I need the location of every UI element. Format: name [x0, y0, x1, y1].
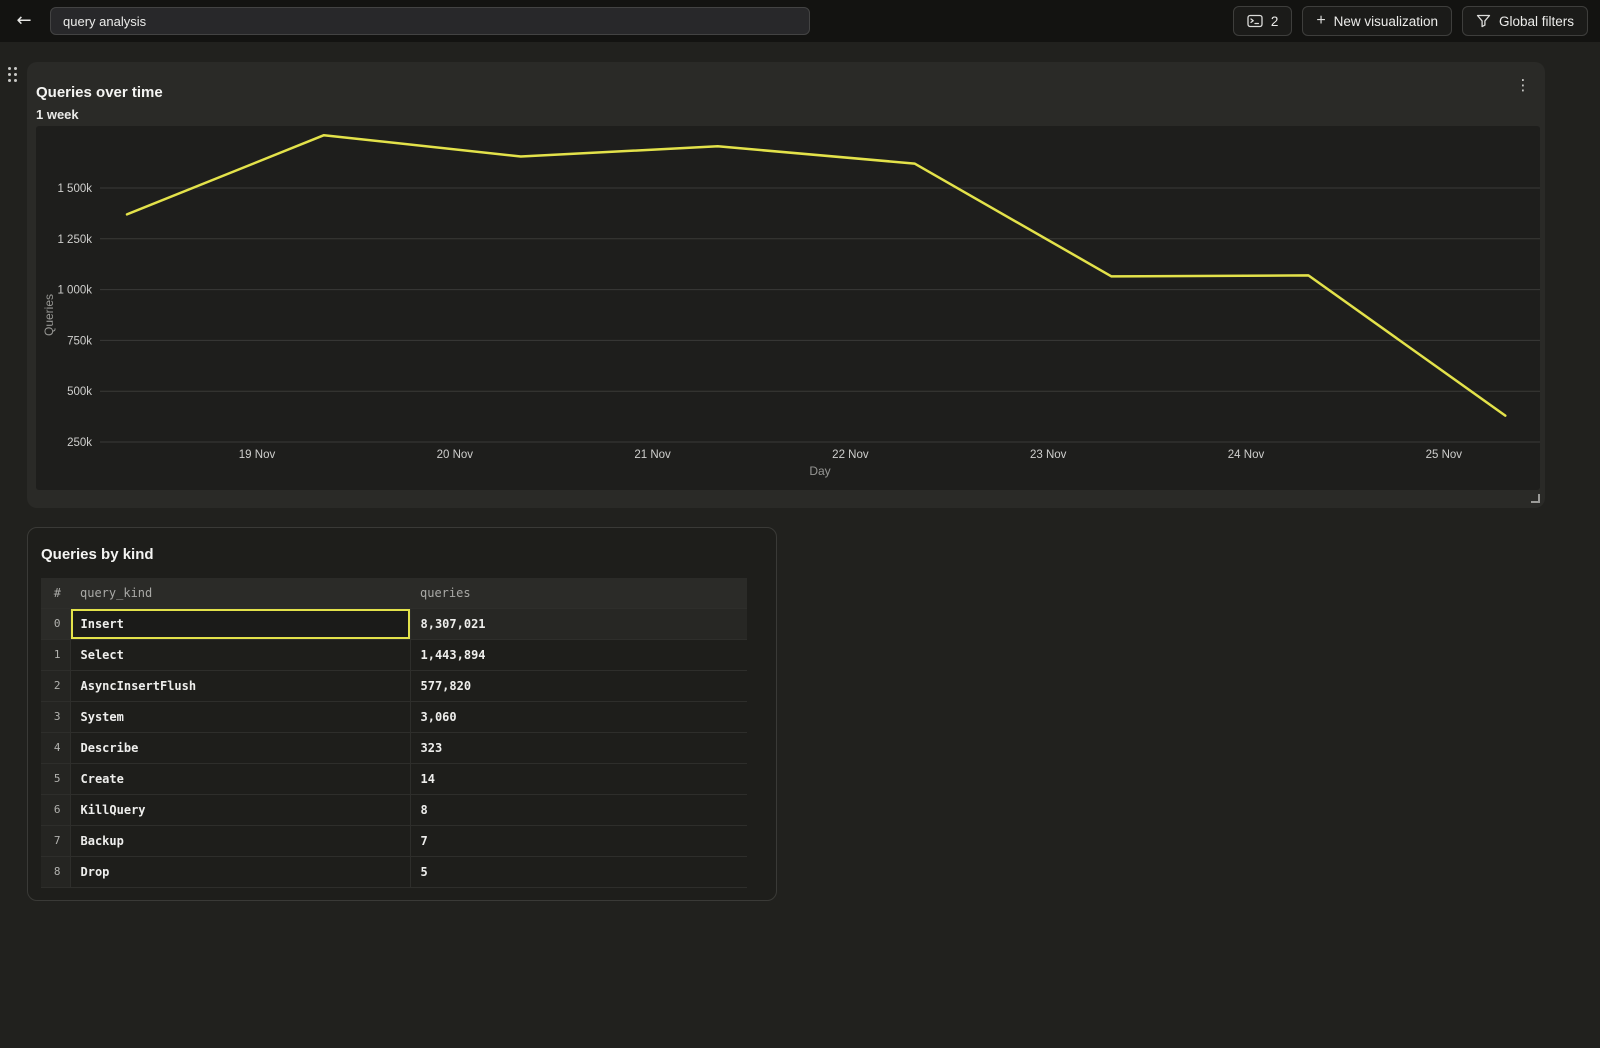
global-filters-button[interactable]: Global filters — [1461, 6, 1588, 36]
cell-kind[interactable]: Create — [69, 763, 410, 795]
x-axis-tick-label: 23 Nov — [1030, 449, 1067, 461]
cell-index[interactable]: 3 — [41, 701, 70, 733]
cell-index[interactable]: 2 — [41, 670, 70, 702]
y-axis-tick-label: 1 500k — [57, 183, 92, 195]
cell-kind[interactable]: Drop — [69, 856, 410, 888]
table-header-row: # query_kind queries — [41, 578, 747, 609]
back-button[interactable]: ← — [12, 9, 36, 33]
dashboard-canvas: Queries over time 1 week ⋮ 1 500k 1 250k 1… — [0, 42, 1600, 1048]
table-row: 1 Select 1,443,894 — [41, 639, 747, 671]
y-axis-tick-label: 750k — [67, 335, 92, 347]
queries-over-time-panel: Queries over time 1 week ⋮ 1 500k 1 250k 1… — [27, 62, 1545, 508]
cell-kind[interactable]: System — [69, 701, 410, 733]
y-axis-tick-label: 1 250k — [57, 234, 92, 246]
funnel-icon — [1476, 14, 1491, 28]
x-axis-tick-label: 20 Nov — [437, 449, 474, 461]
cell-index[interactable]: 1 — [41, 639, 70, 671]
cell-kind[interactable]: Select — [69, 639, 410, 671]
cell-queries[interactable]: 14 — [409, 763, 747, 795]
table-row: 5 Create 14 — [41, 763, 747, 795]
cell-queries[interactable]: 5 — [409, 856, 747, 888]
chart-panel-title: Queries over time — [36, 84, 163, 101]
cell-index[interactable]: 5 — [41, 763, 70, 795]
column-header-queries[interactable]: queries — [410, 578, 747, 609]
global-filters-label: Global filters — [1498, 13, 1574, 29]
x-axis-tick-label: 19 Nov — [239, 449, 276, 461]
column-header-query-kind[interactable]: query_kind — [70, 578, 410, 609]
y-axis-tick-label: 500k — [67, 386, 92, 398]
x-axis-tick-label: 21 Nov — [634, 449, 671, 461]
cell-queries[interactable]: 577,820 — [409, 670, 747, 702]
column-header-index[interactable]: # — [41, 578, 70, 609]
topbar: ← 2 + New visualization Global filter — [0, 0, 1600, 42]
table-row: 6 KillQuery 8 — [41, 794, 747, 826]
console-tab-icon — [1247, 14, 1263, 28]
cell-kind[interactable]: Backup — [69, 825, 410, 857]
x-axis-tick-label: 22 Nov — [832, 449, 869, 461]
y-axis-tick-label: 1 000k — [57, 285, 92, 297]
queries-line-chart: 1 500k 1 250k 1 000k 750k 500k 250k 19 Nov 20 N… — [42, 133, 1540, 478]
table-panel-title: Queries by kind — [41, 546, 154, 563]
cell-index[interactable]: 0 — [41, 608, 70, 640]
chart-panel-subtitle: 1 week — [36, 107, 79, 122]
cell-index[interactable]: 4 — [41, 732, 70, 764]
cell-queries[interactable]: 1,443,894 — [409, 639, 747, 671]
x-axis-title: Day — [809, 464, 830, 478]
cell-kind[interactable]: AsyncInsertFlush — [69, 670, 410, 702]
cell-index[interactable]: 7 — [41, 825, 70, 857]
line-chart-plot-area[interactable]: 1 500k 1 250k 1 000k 750k 500k 250k 19 Nov 20 N… — [36, 126, 1540, 490]
table-row: 8 Drop 5 — [41, 856, 747, 888]
new-visualization-label: New visualization — [1333, 13, 1438, 29]
cell-queries[interactable]: 3,060 — [409, 701, 747, 733]
y-axis-tick-label: 250k — [67, 437, 92, 449]
table-row: 7 Backup 7 — [41, 825, 747, 857]
query-count-button[interactable]: 2 — [1232, 6, 1293, 36]
cell-index[interactable]: 8 — [41, 856, 70, 888]
cell-queries[interactable]: 8,307,021 — [409, 608, 747, 640]
x-axis-tick-label: 25 Nov — [1426, 449, 1463, 461]
dashboard-title-input[interactable] — [50, 7, 810, 35]
cell-kind[interactable]: KillQuery — [69, 794, 410, 826]
panel-drag-handle-icon[interactable] — [8, 67, 17, 82]
cell-kind[interactable]: Insert — [69, 608, 410, 640]
kebab-menu-icon[interactable]: ⋮ — [1515, 76, 1531, 94]
new-visualization-button[interactable]: + New visualization — [1302, 6, 1452, 36]
plus-icon: + — [1316, 11, 1326, 29]
cell-queries[interactable]: 7 — [409, 825, 747, 857]
table-row: 0 Insert 8,307,021 — [41, 608, 747, 640]
queries-series-line — [125, 133, 1507, 417]
table-row: 2 AsyncInsertFlush 577,820 — [41, 670, 747, 702]
cell-kind[interactable]: Describe — [69, 732, 410, 764]
table-row: 4 Describe 323 — [41, 732, 747, 764]
queries-by-kind-table: # query_kind queries 0 Insert 8,307,021 1 Se… — [41, 578, 747, 888]
cell-queries[interactable]: 323 — [409, 732, 747, 764]
panel-resize-handle[interactable] — [1531, 494, 1540, 503]
cell-index[interactable]: 6 — [41, 794, 70, 826]
x-axis-tick-label: 24 Nov — [1228, 449, 1265, 461]
query-count-label: 2 — [1270, 13, 1279, 29]
table-row: 3 System 3,060 — [41, 701, 747, 733]
queries-by-kind-panel: Queries by kind # query_kind queries 0 In… — [27, 527, 777, 901]
y-axis-title: Queries — [42, 294, 56, 336]
cell-queries[interactable]: 8 — [409, 794, 747, 826]
topbar-actions: 2 + New visualization Global filters — [1232, 6, 1588, 36]
